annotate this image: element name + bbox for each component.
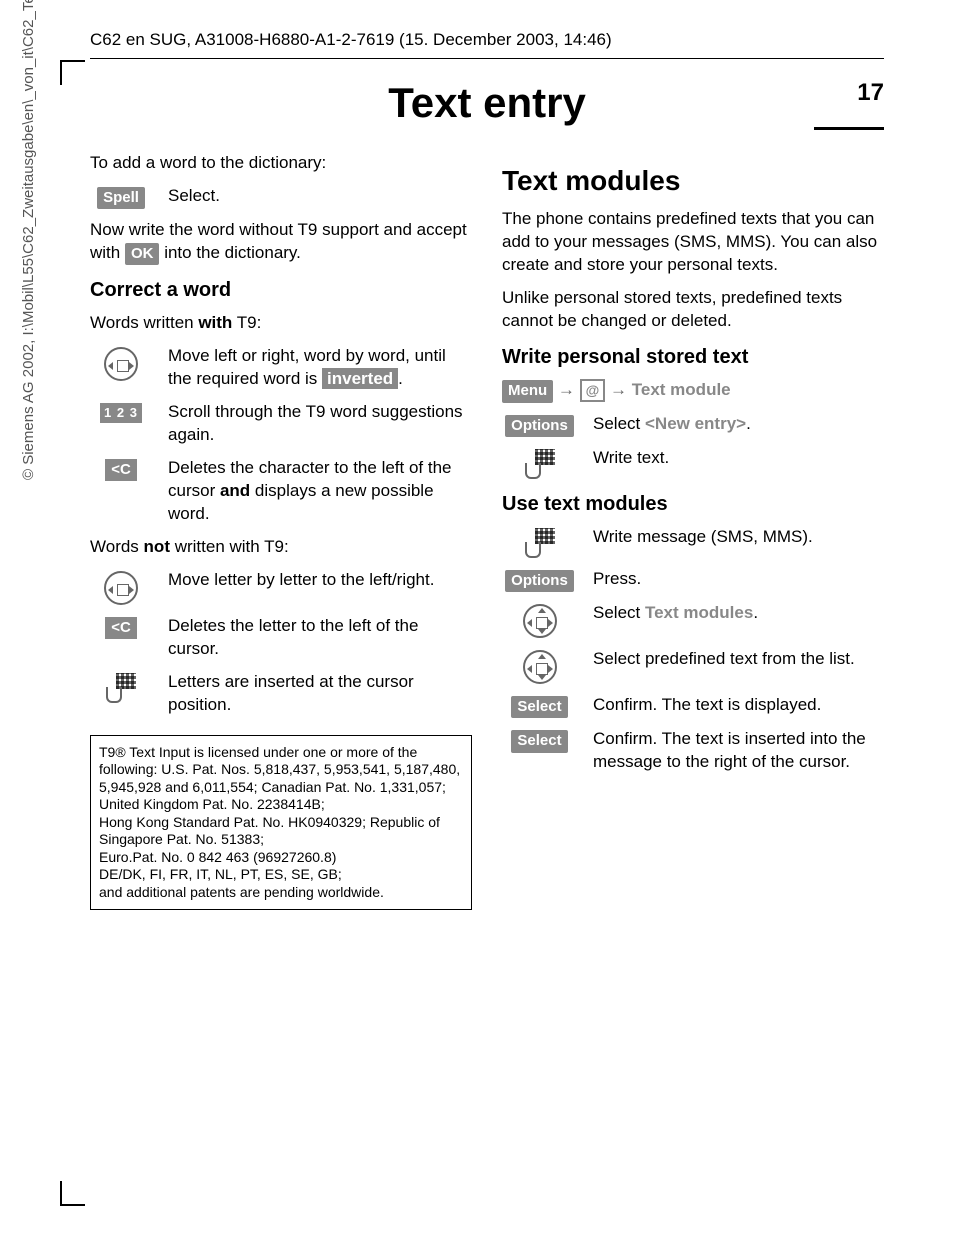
select-row-2: Select Confirm. The text is inserted int… bbox=[502, 728, 884, 774]
use-modules-heading: Use text modules bbox=[502, 491, 884, 518]
keypad-icon bbox=[525, 449, 555, 479]
confirm2-text: Confirm. The text is inserted into the m… bbox=[593, 728, 884, 774]
page-number: 17 bbox=[857, 79, 884, 107]
text-bold: with bbox=[198, 313, 232, 332]
nav-row-2: Move letter by letter to the left/right. bbox=[90, 569, 472, 605]
insert-text: Letters are inserted at the cursor posit… bbox=[168, 671, 472, 717]
delete-letter-text: Deletes the letter to the left of the cu… bbox=[168, 615, 472, 661]
text-bold: and bbox=[220, 481, 250, 500]
title-row: Text entry 17 bbox=[90, 79, 884, 127]
intro-text: To add a word to the dictionary: bbox=[90, 152, 472, 175]
text: Move left or right, word by word, until … bbox=[168, 346, 446, 388]
clear-row: <C Deletes the character to the left of … bbox=[90, 457, 472, 526]
columns: To add a word to the dictionary: Spell S… bbox=[90, 152, 884, 910]
options-row: Options Select <New entry>. bbox=[502, 413, 884, 437]
select-softkey: Select bbox=[511, 696, 567, 718]
keys123-icon: 1 2 3 bbox=[100, 403, 142, 423]
clear-row-2: <C Deletes the letter to the left of the… bbox=[90, 615, 472, 661]
right-column: Text modules The phone contains predefin… bbox=[502, 152, 884, 910]
move-letter-text: Move letter by letter to the left/right. bbox=[168, 569, 472, 592]
options-row-2: Options Press. bbox=[502, 568, 884, 592]
write-stored-heading: Write personal stored text bbox=[502, 344, 884, 371]
select-tm-text: Select Text modules. bbox=[593, 602, 884, 625]
intro1-text: The phone contains predefined texts that… bbox=[502, 208, 884, 277]
delete-text: Deletes the character to the left of the… bbox=[168, 457, 472, 526]
menu-path: Menu → @ → Text module bbox=[502, 379, 884, 402]
text: Select bbox=[593, 414, 645, 433]
text: Select bbox=[593, 603, 645, 622]
inverted-label: inverted bbox=[322, 368, 398, 389]
text: written with T9: bbox=[170, 537, 289, 556]
arrow-icon: → bbox=[610, 380, 632, 399]
text: into the dictionary. bbox=[159, 243, 300, 262]
sidebar-copyright: © Siemens AG 2002, I:\Mobil\L55\C62_Zwei… bbox=[20, 0, 37, 480]
nav-row-3: Select Text modules. bbox=[502, 602, 884, 638]
select-row: Select Confirm. The text is displayed. bbox=[502, 694, 884, 718]
divider bbox=[90, 58, 884, 59]
nav-text: Move left or right, word by word, until … bbox=[168, 345, 472, 391]
keys-row: 1 2 3 Scroll through the T9 word suggest… bbox=[90, 401, 472, 447]
page-title: Text entry bbox=[90, 79, 884, 127]
keypad-row: Letters are inserted at the cursor posit… bbox=[90, 671, 472, 717]
options-softkey: Options bbox=[505, 415, 574, 437]
intro2-text: Unlike personal stored texts, predefined… bbox=[502, 287, 884, 333]
clear-key-icon: <C bbox=[105, 459, 137, 481]
select-new-text: Select <New entry>. bbox=[593, 413, 884, 436]
spell-softkey: Spell bbox=[97, 187, 145, 209]
menu-item: Text module bbox=[632, 380, 731, 399]
left-column: To add a word to the dictionary: Spell S… bbox=[90, 152, 472, 910]
page: C62 en SUG, A31008-H6880-A1-2-7619 (15. … bbox=[0, 0, 954, 940]
write-text: Write text. bbox=[593, 447, 884, 470]
crop-mark bbox=[60, 60, 85, 62]
select-softkey: Select bbox=[511, 730, 567, 752]
crop-mark bbox=[60, 1204, 85, 1206]
header-reference: C62 en SUG, A31008-H6880-A1-2-7619 (15. … bbox=[90, 30, 884, 50]
keypad-row-2: Write message (SMS, MMS). bbox=[502, 526, 884, 558]
ok-softkey: OK bbox=[125, 243, 160, 265]
new-entry-label: <New entry> bbox=[645, 414, 746, 433]
text: Words written bbox=[90, 313, 198, 332]
write-word-text: Now write the word without T9 support an… bbox=[90, 219, 472, 265]
keypad-icon bbox=[525, 528, 555, 558]
with-t9-text: Words written with T9: bbox=[90, 312, 472, 335]
arrow-icon: → bbox=[558, 380, 580, 399]
text-modules-heading: Text modules bbox=[502, 162, 884, 200]
spell-action: Select. bbox=[168, 185, 472, 208]
text: . bbox=[398, 369, 403, 388]
title-underline bbox=[814, 127, 884, 130]
spell-row: Spell Select. bbox=[90, 185, 472, 209]
write-msg-text: Write message (SMS, MMS). bbox=[593, 526, 884, 549]
select-predef-text: Select predefined text from the list. bbox=[593, 648, 884, 671]
options-softkey: Options bbox=[505, 570, 574, 592]
text-modules-label: Text modules bbox=[645, 603, 753, 622]
correct-word-heading: Correct a word bbox=[90, 277, 472, 304]
at-icon: @ bbox=[580, 379, 606, 402]
press-text: Press. bbox=[593, 568, 884, 591]
patent-box: T9® Text Input is licensed under one or … bbox=[90, 735, 472, 911]
nav-ud-icon bbox=[523, 650, 557, 684]
text: . bbox=[753, 603, 758, 622]
nav-row: Move left or right, word by word, until … bbox=[90, 345, 472, 391]
text: T9: bbox=[232, 313, 261, 332]
text-bold: not bbox=[144, 537, 170, 556]
keypad-icon bbox=[106, 673, 136, 703]
nav-ud-icon bbox=[523, 604, 557, 638]
nav-lr-icon bbox=[104, 347, 138, 381]
text: Words bbox=[90, 537, 144, 556]
menu-softkey: Menu bbox=[502, 380, 553, 402]
text: . bbox=[746, 414, 751, 433]
scroll-text: Scroll through the T9 word suggestions a… bbox=[168, 401, 472, 447]
keypad-row: Write text. bbox=[502, 447, 884, 479]
not-t9-text: Words not written with T9: bbox=[90, 536, 472, 559]
nav-lr-icon bbox=[104, 571, 138, 605]
clear-key-icon: <C bbox=[105, 617, 137, 639]
confirm1-text: Confirm. The text is displayed. bbox=[593, 694, 884, 717]
nav-row-4: Select predefined text from the list. bbox=[502, 648, 884, 684]
